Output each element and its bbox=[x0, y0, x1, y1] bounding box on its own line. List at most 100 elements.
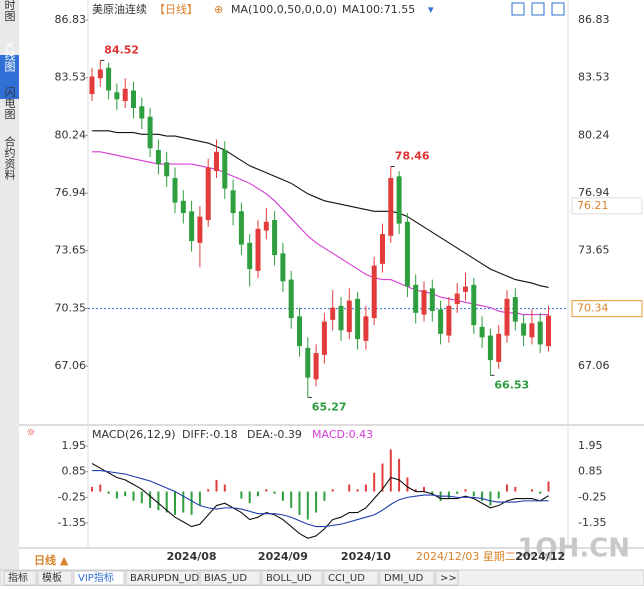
candle-body bbox=[288, 279, 294, 319]
macd-tick-label-right: -1.35 bbox=[578, 516, 606, 529]
candle-body bbox=[106, 67, 112, 91]
toolbar bbox=[511, 2, 565, 16]
tab[interactable] bbox=[261, 570, 323, 586]
candle-body bbox=[388, 178, 394, 236]
candle-body bbox=[139, 106, 145, 119]
period[interactable]: 【日线】 bbox=[154, 2, 198, 16]
tab-label[interactable]: BARUPDN_UD bbox=[130, 573, 199, 584]
x-tick-label: 2024/12 bbox=[515, 550, 565, 563]
y-tick-label: 67.06 bbox=[55, 359, 87, 372]
candle-body bbox=[438, 309, 444, 334]
tab[interactable] bbox=[3, 570, 37, 586]
macd-tick-label-right: 1.95 bbox=[578, 439, 603, 452]
tab[interactable] bbox=[435, 570, 459, 586]
tab[interactable] bbox=[125, 570, 199, 586]
extreme-label: 66.53 bbox=[494, 378, 529, 391]
y-tick-label-right: 83.53 bbox=[578, 71, 610, 84]
candle-body bbox=[404, 221, 410, 287]
ma-line bbox=[92, 151, 549, 316]
x-tick-label: 2024/08 bbox=[167, 550, 217, 563]
tab-label[interactable]: DMI_UD bbox=[384, 573, 424, 584]
dea-line bbox=[92, 469, 549, 528]
macd-tick-label: -0.25 bbox=[58, 490, 86, 503]
candle-body bbox=[255, 228, 261, 271]
tool-button[interactable] bbox=[531, 2, 545, 16]
ma-readout: MA100:71.55 bbox=[342, 3, 415, 16]
tab-label[interactable]: 模板 bbox=[42, 571, 62, 584]
sidebar-tab[interactable]: 合约资料 bbox=[3, 135, 16, 181]
candle-body bbox=[471, 284, 477, 326]
candle-body bbox=[321, 321, 327, 355]
macd-readout: MACD:0.43 bbox=[312, 428, 373, 441]
candle-body bbox=[346, 300, 352, 333]
extreme-label: 84.52 bbox=[104, 43, 139, 56]
x-tick-label: 2024/09 bbox=[258, 550, 308, 563]
candle-body bbox=[413, 284, 419, 313]
candle-body bbox=[396, 176, 402, 224]
sidebar-tab[interactable]: 分时图 bbox=[3, 0, 16, 22]
period-button[interactable]: 日线 ▲ bbox=[34, 553, 69, 567]
tab[interactable] bbox=[199, 570, 261, 586]
candle-body bbox=[371, 265, 377, 319]
candle-body bbox=[205, 167, 211, 221]
macd-tick-label: 1.95 bbox=[62, 439, 87, 452]
candle-body bbox=[305, 347, 311, 378]
tab-label[interactable]: BOLL_UD bbox=[266, 573, 312, 584]
sidebar-tab[interactable]: K线图 bbox=[3, 42, 16, 72]
candle-body bbox=[537, 321, 543, 345]
tool-button[interactable] bbox=[511, 2, 525, 16]
diff-readout: DIFF:-0.18 bbox=[182, 428, 238, 441]
candle-body bbox=[197, 216, 203, 243]
diff-line bbox=[91, 463, 549, 539]
ma-line bbox=[92, 130, 549, 289]
tab[interactable] bbox=[323, 570, 379, 586]
candle-body bbox=[247, 242, 253, 270]
macd-title: MACD(26,12,9) bbox=[92, 428, 176, 441]
macd-tick-label-right: 0.85 bbox=[578, 465, 603, 478]
y-tick-label-right: 76.94 bbox=[578, 186, 610, 199]
candle-body bbox=[280, 253, 286, 282]
candle-body bbox=[504, 298, 510, 336]
sidebar-tab[interactable]: 闪电图 bbox=[3, 85, 16, 120]
indicator: MA(100,0,50,0,0,0) bbox=[231, 3, 337, 16]
y-tick-label: 83.53 bbox=[55, 71, 87, 84]
level-box bbox=[571, 197, 643, 215]
candle-body bbox=[230, 190, 236, 214]
macd-icon[interactable]: ☼ bbox=[26, 426, 36, 439]
tool-button[interactable] bbox=[551, 2, 565, 16]
candle-body bbox=[313, 353, 319, 380]
candle-body bbox=[89, 76, 95, 95]
candle-body bbox=[180, 200, 186, 214]
tab-label[interactable]: 指标 bbox=[8, 571, 28, 584]
candle-body bbox=[214, 151, 219, 172]
candle-body bbox=[363, 316, 369, 341]
candle-body bbox=[521, 323, 527, 336]
candle-body bbox=[97, 69, 103, 79]
candle-body bbox=[496, 333, 502, 362]
tab-label[interactable]: VIP指标 bbox=[78, 571, 114, 584]
tab-label[interactable]: >> bbox=[440, 573, 457, 584]
tab-label[interactable]: BIAS_UD bbox=[204, 573, 247, 584]
tab[interactable] bbox=[37, 570, 73, 586]
candle-body bbox=[380, 234, 385, 264]
y-tick-label: 80.24 bbox=[55, 128, 87, 141]
icon[interactable]: ⊕ bbox=[214, 3, 223, 16]
watermark: 1QH.CN bbox=[517, 534, 630, 564]
dropdown[interactable]: ▾ bbox=[428, 3, 434, 16]
y-tick-label: 86.83 bbox=[55, 13, 87, 26]
candle-body bbox=[529, 323, 535, 338]
candle-body bbox=[338, 305, 344, 331]
y-tick-label-right: 86.83 bbox=[578, 13, 610, 26]
tab-label[interactable]: CCI_UD bbox=[328, 573, 365, 584]
candle-body bbox=[429, 288, 435, 312]
cursor-label: 2024/12/03 星期二 bbox=[416, 550, 516, 563]
candle-body bbox=[330, 307, 336, 320]
tab[interactable] bbox=[379, 570, 435, 586]
candle-body bbox=[155, 150, 161, 165]
y-tick-label: 73.65 bbox=[55, 244, 87, 257]
tab[interactable] bbox=[73, 570, 125, 586]
candle-body bbox=[122, 88, 128, 102]
y-tick-label-right: 73.65 bbox=[578, 244, 610, 257]
y-tick-label: 76.94 bbox=[55, 186, 87, 199]
